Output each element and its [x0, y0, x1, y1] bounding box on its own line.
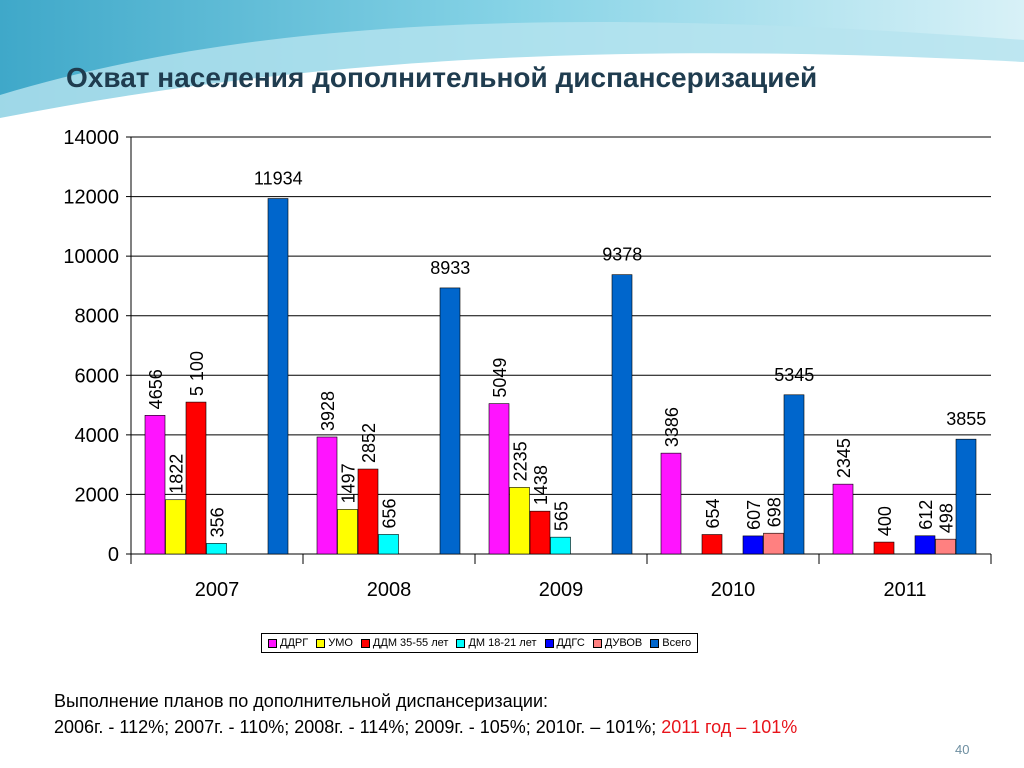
legend-label: ДДГС: [556, 637, 585, 649]
legend-swatch: [650, 638, 660, 648]
footer-line-2: 2006г. - 112%; 2007г. - 110%; 2008г. - 1…: [54, 714, 1004, 740]
legend-label: ДДМ 35-55 лет: [372, 637, 449, 649]
data-label: 3855: [946, 409, 986, 429]
legend-swatch: [360, 638, 370, 648]
legend-swatch: [544, 638, 554, 648]
y-tick-label: 10000: [63, 246, 119, 268]
bar: [488, 403, 510, 555]
y-tick-label: 2000: [75, 484, 120, 506]
legend-label: ДМ 18-21 лет: [468, 637, 537, 649]
y-tick-label: 0: [108, 544, 119, 566]
bar: [185, 401, 207, 555]
x-category-label: 2010: [711, 579, 756, 601]
data-label: 612: [916, 500, 936, 530]
bar: [955, 438, 977, 555]
data-label: 1497: [339, 463, 359, 503]
bar: [144, 415, 166, 555]
bar: [763, 532, 784, 555]
footer-line-1: Выполнение планов по дополнительной дисп…: [54, 691, 549, 711]
data-label: 400: [875, 506, 895, 536]
bar: [337, 509, 358, 555]
chart-panel: 0 2000 4000 6000 8000 10000 12000 14000 2007 2008…: [27, 125, 1020, 663]
bar: [742, 535, 764, 555]
y-tick-label: 6000: [75, 365, 120, 387]
legend-item: ДДМ 35-55 лет: [360, 637, 449, 649]
data-label: 8933: [430, 258, 470, 278]
bar: [935, 538, 956, 555]
x-category-label: 2009: [539, 579, 584, 601]
data-label: 4656: [146, 369, 166, 409]
x-category-label: 2011: [883, 579, 926, 601]
data-label: 11934: [254, 169, 303, 189]
data-label: 607: [744, 500, 764, 530]
data-label: 2345: [834, 438, 854, 478]
legend-swatch: [268, 638, 277, 648]
data-label: 3386: [662, 407, 682, 447]
bar: [357, 468, 379, 555]
bar: [611, 274, 633, 555]
legend-item: ДУВОВ: [592, 637, 643, 649]
legend-label: УМО: [328, 637, 353, 649]
bar: [701, 534, 723, 555]
header-wave-background: [0, 0, 1024, 130]
bar: [783, 394, 805, 555]
bar: [832, 483, 854, 555]
data-label: 498: [937, 503, 957, 533]
data-label: 5 100: [187, 351, 207, 396]
legend-item: Всего: [650, 637, 691, 649]
footer-plan-results: 2006г. - 112%; 2007г. - 110%; 2008г. - 1…: [54, 717, 662, 737]
data-label: 2235: [511, 441, 531, 481]
slide-title: Охват населения дополнительной диспансер…: [66, 62, 818, 93]
y-tick-label: 4000: [75, 425, 120, 447]
bar: [660, 452, 682, 555]
legend-swatch: [456, 638, 466, 648]
bar: [165, 499, 186, 555]
legend-item: ДДГС: [544, 637, 585, 649]
legend-item: ДМ 18-21 лет: [456, 637, 537, 649]
data-label: 356: [208, 507, 228, 537]
data-label: 1438: [531, 465, 551, 505]
x-category-label: 2008: [367, 579, 412, 601]
legend-label: ДУВОВ: [604, 637, 643, 649]
chart-legend: ДДРГ УМО ДДМ 35-55 лет ДМ 18-21 лет ДДГС ДУВО…: [261, 633, 699, 653]
legend-swatch: [592, 638, 602, 648]
data-label: 5049: [490, 358, 510, 398]
legend-item: ДДРГ: [268, 637, 308, 649]
y-tick-label: 14000: [63, 127, 119, 149]
data-label: 1822: [167, 454, 187, 494]
y-tick-label: 12000: [63, 187, 119, 209]
data-label: 565: [552, 501, 572, 531]
legend-label: Всего: [662, 637, 692, 649]
data-label: 3928: [318, 391, 338, 431]
bar: [529, 510, 551, 555]
legend-swatch: [316, 638, 326, 648]
bar: [550, 536, 571, 555]
legend-item: УМО: [316, 637, 353, 649]
legend-label: ДДРГ: [280, 637, 309, 649]
bar: [509, 487, 530, 555]
y-tick-label: 8000: [75, 306, 120, 328]
data-label: 2852: [359, 423, 379, 463]
data-label: 654: [703, 498, 723, 528]
bar: [439, 287, 461, 555]
data-label: 656: [380, 498, 400, 528]
bar: [873, 541, 895, 555]
data-label: 698: [765, 497, 785, 527]
bar: [914, 535, 936, 555]
data-label: 9378: [602, 245, 642, 265]
page-number: 40: [955, 742, 970, 757]
bar: [316, 436, 338, 555]
bar: [206, 543, 227, 555]
data-label: 5345: [774, 365, 814, 385]
bar: [378, 534, 399, 555]
bar-chart: 0 2000 4000 6000 8000 10000 12000 14000 2007 2008…: [63, 127, 992, 601]
x-category-label: 2007: [195, 579, 240, 601]
footer-note: Выполнение планов по дополнительной дисп…: [54, 688, 1004, 740]
bar: [267, 198, 289, 555]
footer-plan-2011: 2011 год – 101%: [661, 717, 798, 737]
